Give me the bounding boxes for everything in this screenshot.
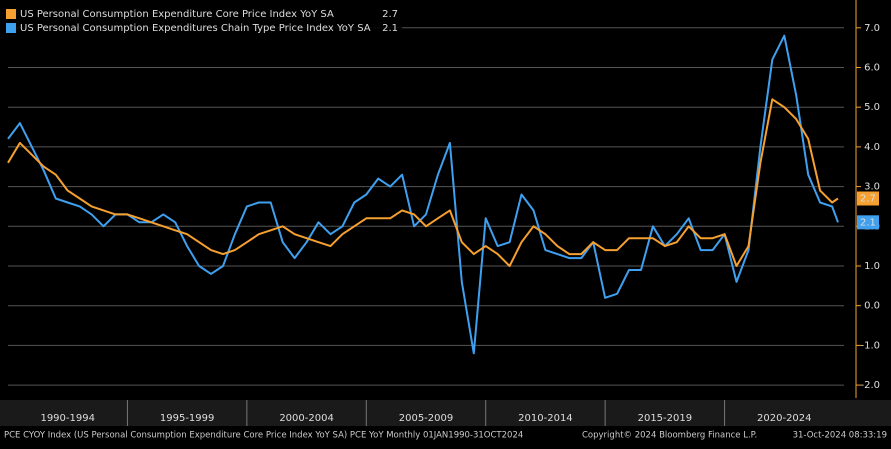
- legend-swatch: [6, 23, 16, 33]
- y-tick-label: 4.0: [864, 142, 880, 153]
- last-value-label: 2.7: [860, 194, 876, 205]
- x-tick-label: 2015-2019: [638, 413, 693, 424]
- footer-source: PCE CYOY Index (US Personal Consumption …: [4, 431, 523, 441]
- footer-timestamp: 31-Oct-2024 08:33:19: [793, 431, 887, 441]
- legend-label: US Personal Consumption Expenditures Cha…: [20, 23, 371, 34]
- legend-value: 2.7: [382, 9, 398, 20]
- last-value-label: 2.1: [860, 217, 876, 228]
- y-tick-label: 5.0: [864, 102, 880, 113]
- x-axis-band: [0, 400, 891, 426]
- last-value-badge: [857, 191, 879, 206]
- x-tick-label: 1990-1994: [40, 413, 95, 424]
- legend-swatch: [6, 9, 16, 19]
- x-tick-label: 2020-2024: [757, 413, 812, 424]
- y-tick-label: 0.0: [864, 301, 880, 312]
- legend-box: [2, 2, 402, 38]
- y-tick-label: 7.0: [864, 23, 880, 34]
- footer-copyright: Copyright© 2024 Bloomberg Finance L.P.: [582, 431, 757, 441]
- y-tick-label: -2.0: [860, 380, 880, 391]
- y-tick-label: -1.0: [860, 340, 880, 351]
- y-tick-label: 3.0: [864, 182, 880, 193]
- y-tick-label: 1.0: [864, 261, 880, 272]
- series-line: [7, 98, 839, 267]
- x-tick-label: 1995-1999: [160, 413, 215, 424]
- x-tick-label: 2005-2009: [399, 413, 454, 424]
- x-tick-label: 2000-2004: [279, 413, 334, 424]
- y-tick-label: 6.0: [864, 62, 880, 73]
- legend-value: 2.1: [382, 23, 398, 34]
- series-line: [7, 34, 839, 355]
- x-tick-label: 2010-2014: [518, 413, 573, 424]
- plot-area: [7, 27, 844, 386]
- last-value-badge: [857, 215, 879, 230]
- legend-label: US Personal Consumption Expenditure Core…: [20, 9, 334, 20]
